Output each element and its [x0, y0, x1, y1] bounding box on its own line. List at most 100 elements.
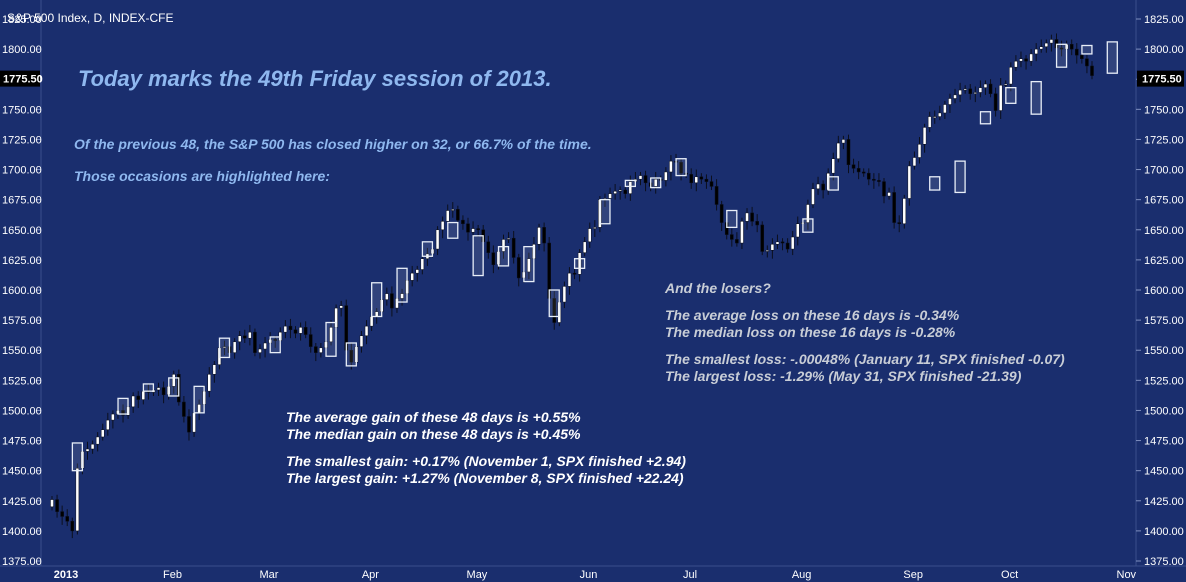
candle-up	[907, 165, 912, 199]
candle-up	[420, 258, 425, 270]
friday-highlight-box	[1005, 87, 1017, 104]
candle-down	[892, 192, 896, 223]
loss-largest: The largest loss: -1.29% (May 31, SPX fi…	[665, 368, 1022, 384]
candle-up	[506, 237, 511, 240]
candle-up	[440, 221, 445, 231]
candle-down	[968, 88, 973, 94]
friday-highlight-box	[650, 177, 662, 189]
friday-highlight-box	[599, 199, 611, 225]
friday-highlight-box	[421, 241, 434, 257]
candle-up	[1034, 48, 1038, 55]
friday-highlight-box	[371, 282, 383, 318]
x-tick-label: Jun	[580, 569, 598, 581]
candle-down	[349, 349, 354, 363]
chart-title: S&P 500 Index, D, INDEX-CFE	[7, 11, 174, 25]
current-price-marker-left	[0, 70, 40, 87]
friday-highlight-box	[142, 383, 155, 392]
candle-down	[872, 178, 876, 181]
gain-smallest: The smallest gain: +0.17% (November 1, S…	[286, 453, 686, 469]
y-tick-label-right: 1475.00	[1144, 436, 1184, 448]
candle-down	[867, 172, 871, 180]
candle-up	[816, 183, 820, 190]
candle-down	[760, 224, 765, 252]
candle-down	[699, 176, 704, 180]
candle-up	[410, 272, 414, 281]
losers-spacer-1	[665, 297, 1065, 307]
y-tick-label-left: 1800.00	[2, 44, 42, 56]
candle-up	[770, 243, 775, 251]
y-tick-label-left: 1550.00	[2, 345, 42, 357]
y-tick-label-right: 1575.00	[1144, 315, 1184, 327]
y-tick-label-right: 1550.00	[1144, 345, 1184, 357]
candle-up	[943, 104, 947, 114]
candle-up	[978, 87, 983, 93]
candle-down	[1085, 58, 1089, 67]
candle-down	[846, 139, 851, 165]
x-tick-label: Feb	[163, 569, 182, 581]
candle-down	[161, 387, 166, 396]
candle-up	[1009, 66, 1013, 85]
candle-down	[476, 228, 480, 231]
candle-down	[303, 327, 308, 335]
candle-up	[400, 293, 404, 299]
friday-highlight-box	[1030, 80, 1042, 115]
friday-highlight-box	[1055, 43, 1068, 68]
y-tick-label-left: 1750.00	[2, 104, 42, 116]
candle-up	[171, 374, 176, 387]
friday-highlight-box	[675, 158, 687, 177]
candle-down	[187, 416, 191, 433]
friday-highlight-box	[624, 179, 636, 188]
candle-down	[882, 181, 886, 197]
candle-down	[897, 222, 901, 225]
candle-down	[516, 257, 521, 279]
candle-down	[730, 234, 734, 240]
candle-up	[339, 305, 343, 309]
candle-up	[653, 178, 658, 187]
y-tick-label-right: 1650.00	[1144, 225, 1184, 237]
candle-up	[638, 175, 643, 180]
losers-spacer-2	[665, 341, 1065, 351]
candle-up	[745, 212, 749, 222]
losers-title: And the losers?	[665, 280, 771, 296]
candle-up	[298, 327, 303, 334]
candle-up	[831, 158, 836, 174]
friday-highlight-box	[1081, 44, 1093, 55]
candle-up	[836, 142, 841, 159]
candle-up	[237, 335, 242, 343]
candle-down	[542, 227, 546, 244]
candle-up	[1044, 42, 1049, 47]
candle-up	[587, 228, 592, 243]
candle-up	[1039, 46, 1044, 50]
candle-down	[288, 325, 293, 330]
candle-up	[207, 374, 212, 392]
candle-down	[552, 298, 557, 323]
intro-text: Of the previous 48, the S&P 500 has clos…	[74, 128, 592, 192]
candle-down	[486, 241, 491, 253]
candle-up	[1003, 83, 1008, 86]
loss-median: The median loss on these 16 days is -0.2…	[665, 324, 956, 340]
candle-up	[562, 286, 567, 303]
candle-up	[912, 157, 917, 167]
candle-down	[623, 189, 628, 194]
x-tick-label: Apr	[362, 569, 379, 581]
candle-up	[902, 198, 907, 225]
candle-up	[628, 181, 633, 194]
friday-highlight-box	[472, 235, 484, 277]
y-tick-label-left: 1575.00	[2, 315, 42, 327]
candle-down	[1090, 65, 1094, 76]
candle-up	[232, 341, 237, 353]
x-tick-label: Mar	[259, 569, 278, 581]
candle-up	[1029, 53, 1033, 62]
highlight-boxes	[71, 41, 1118, 472]
friday-highlight-box	[218, 337, 231, 359]
candle-up	[248, 331, 252, 339]
friday-highlight-box	[71, 442, 84, 472]
y-tick-label-left: 1625.00	[2, 255, 42, 267]
candle-down	[491, 252, 496, 265]
candle-up	[582, 241, 587, 253]
candle-up	[369, 316, 374, 327]
candle-down	[308, 334, 313, 347]
friday-highlight-box	[954, 160, 966, 194]
candle-up	[795, 223, 800, 238]
